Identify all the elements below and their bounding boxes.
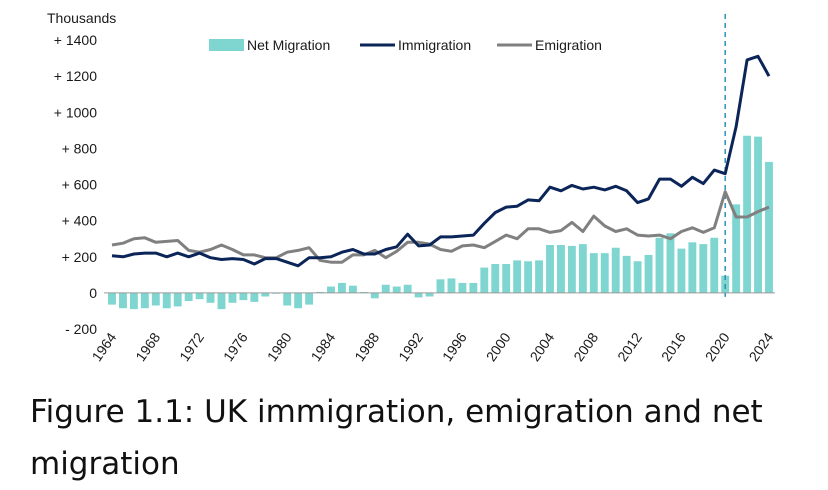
- x-tick-label: 1968: [132, 329, 163, 364]
- net-migration-bar: [644, 254, 653, 293]
- y-tick-label: + 800: [62, 140, 98, 156]
- net-migration-bar: [754, 136, 762, 293]
- net-migration-bar: [633, 261, 642, 293]
- y-tick-label: + 1000: [54, 104, 97, 120]
- migration-lines: [111, 54, 771, 268]
- figure-caption: Figure 1.1: UK immigration, emigration a…: [30, 394, 763, 482]
- net-migration-bar: [600, 253, 609, 293]
- x-tick-label: 2004: [526, 329, 557, 364]
- net-migration-bar: [283, 292, 292, 306]
- y-axis-ticks: + 1400 + 1200 + 1000 + 800 + 600 + 400 + 200 0 -…: [54, 32, 97, 337]
- net-migration-bar: [557, 245, 565, 293]
- net-migration-bar: [381, 284, 390, 293]
- x-tick-label: 1980: [264, 329, 295, 364]
- net-migration-bar: [535, 260, 543, 293]
- net-migration-bar: [425, 292, 434, 297]
- net-migration-bar: [184, 292, 193, 302]
- net-migration-bar: [403, 284, 412, 293]
- x-tick-label: 2000: [483, 329, 514, 364]
- net-migration-bar: [589, 253, 598, 293]
- net-migration-bar: [611, 247, 620, 293]
- x-tick-label: 1996: [439, 329, 470, 364]
- net-migration-bar: [546, 245, 554, 293]
- net-migration-bar: [491, 263, 500, 293]
- y-tick-label: + 400: [62, 213, 98, 229]
- net-migration-bar: [666, 233, 675, 293]
- legend-label: Emigration: [535, 37, 602, 53]
- net-migration-bar: [119, 292, 127, 309]
- net-migration-bar: [578, 244, 587, 293]
- net-migration-bar: [250, 292, 259, 302]
- net-migration-bar: [567, 245, 576, 293]
- x-tick-label: 2024: [745, 329, 776, 364]
- net-migration-bar: [348, 285, 357, 293]
- net-migration-bar: [195, 292, 204, 300]
- x-tick-label: 2012: [614, 329, 645, 364]
- y-tick-label: + 600: [62, 177, 98, 193]
- net-migration-bar: [173, 292, 182, 307]
- immigration-line: [111, 54, 771, 268]
- net-migration-bar: [392, 286, 401, 293]
- net-migration-bar: [305, 292, 314, 305]
- net-migration-bar: [228, 292, 237, 303]
- net-migration-bar: [414, 292, 423, 298]
- net-migration-bar: [129, 292, 138, 310]
- net-migration-bar: [447, 278, 456, 293]
- x-tick-label: 2020: [702, 329, 733, 364]
- net-migration-bar: [458, 282, 467, 293]
- chart-legend: Net Migration Immigration Emigration: [209, 37, 602, 53]
- legend-swatch-net-migration: [209, 39, 244, 51]
- net-migration-bar: [338, 282, 346, 293]
- y-tick-label: - 200: [65, 321, 97, 337]
- net-migration-bar: [699, 244, 708, 293]
- y-axis-unit-label: Thousands: [47, 10, 116, 26]
- net-migration-bar: [436, 279, 445, 293]
- net-migration-bar: [140, 292, 149, 309]
- emigration-line: [111, 190, 770, 264]
- x-tick-label: 1972: [176, 329, 207, 364]
- x-tick-label: 1992: [395, 329, 426, 364]
- y-tick-label: + 1400: [54, 32, 97, 48]
- x-tick-label: 2016: [658, 329, 689, 364]
- net-migration-bar: [688, 242, 697, 293]
- net-migration-bar: [151, 292, 160, 306]
- x-tick-label: 1984: [307, 329, 338, 364]
- y-tick-label: 0: [89, 285, 97, 301]
- y-tick-label: + 1200: [54, 68, 97, 84]
- net-migration-bar: [217, 292, 226, 310]
- net-migration-bar: [294, 292, 303, 309]
- net-migration-bar: [622, 255, 631, 293]
- net-migration-bar: [162, 292, 171, 309]
- net-migration-bar: [732, 204, 741, 293]
- net-migration-bar: [677, 248, 686, 293]
- net-migration-bar: [480, 267, 489, 293]
- x-tick-label: 1976: [220, 329, 251, 364]
- net-migration-bar: [261, 292, 270, 297]
- net-migration-bar: [206, 292, 215, 303]
- net-migration-bar: [108, 292, 116, 305]
- net-migration-bar: [327, 286, 335, 293]
- net-migration-bar: [239, 292, 248, 301]
- migration-chart: Thousands + 1400+ 1200+ 1000+ 800+ 600+ …: [47, 10, 777, 364]
- net-migration-bars: [108, 135, 773, 310]
- net-migration-bar: [513, 260, 522, 293]
- net-migration-bar: [524, 261, 533, 293]
- x-tick-label: 2008: [570, 329, 601, 364]
- net-migration-bar: [502, 263, 511, 293]
- net-migration-bar: [743, 135, 752, 293]
- net-migration-bar: [765, 161, 773, 293]
- net-migration-bar: [469, 282, 478, 293]
- net-migration-bar: [370, 292, 379, 299]
- x-tick-label: 1988: [351, 329, 382, 364]
- legend-label: Net Migration: [247, 37, 330, 53]
- x-axis-ticks: 1964 1968 1972 1976 1980 1984 1988 1992 1996 2000…: [88, 329, 776, 364]
- y-tick-label: + 200: [62, 249, 98, 265]
- legend-label: Immigration: [398, 37, 471, 53]
- net-migration-bar: [655, 237, 664, 293]
- net-migration-bar: [710, 237, 719, 293]
